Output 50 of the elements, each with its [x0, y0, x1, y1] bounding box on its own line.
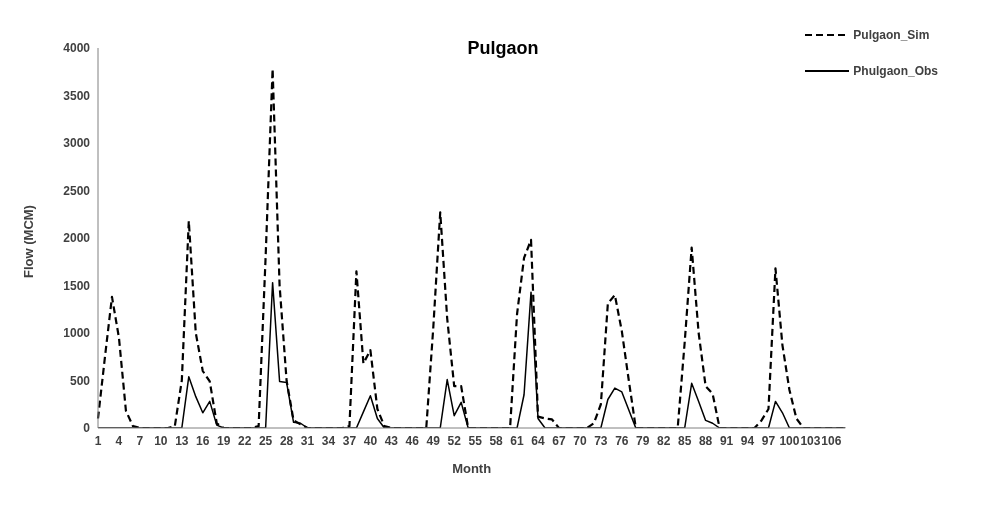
x-tick-label: 64	[531, 433, 545, 448]
x-tick-label: 37	[342, 433, 357, 448]
x-tick-label: 103	[800, 433, 821, 448]
x-tick-label: 85	[678, 433, 692, 448]
x-tick-label: 49	[426, 433, 441, 448]
x-axis-title: Month	[452, 461, 492, 476]
x-tick-label: 76	[615, 433, 629, 448]
y-tick-label: 0	[83, 421, 91, 436]
x-tick-label: 73	[594, 433, 608, 448]
x-tick-label: 70	[573, 433, 587, 448]
y-tick-label: 2000	[63, 231, 91, 246]
x-tick-label: 43	[384, 433, 399, 448]
x-tick-label: 100	[779, 433, 800, 448]
x-tick-label: 61	[510, 433, 525, 448]
x-tick-label: 4	[115, 433, 123, 448]
x-tick-label: 82	[657, 433, 671, 448]
x-tick-label: 1	[94, 433, 102, 448]
legend-label: Phulgaon_Obs	[853, 64, 938, 78]
x-tick-label: 88	[698, 433, 713, 448]
y-tick-label: 2500	[63, 183, 91, 198]
x-tick-label: 13	[175, 433, 189, 448]
y-tick-label: 1500	[63, 278, 91, 293]
y-tick-label: 4000	[63, 41, 91, 56]
y-axis-title: Flow (MCM)	[20, 205, 36, 278]
y-tick-label: 500	[69, 373, 91, 388]
x-tick-label: 46	[405, 433, 420, 448]
x-tick-label: 28	[279, 433, 294, 448]
x-tick-label: 25	[258, 433, 273, 448]
x-tick-label: 40	[363, 433, 378, 448]
x-tick-label: 22	[237, 433, 252, 448]
legend-label: Pulgaon_Sim	[853, 28, 930, 42]
y-tick-label: 3500	[63, 88, 91, 103]
x-tick-label: 16	[196, 433, 210, 448]
x-tick-label: 106	[821, 433, 842, 448]
x-tick-label: 55	[468, 433, 483, 448]
x-tick-label: 19	[217, 433, 231, 448]
chart-title: Pulgaon	[467, 38, 539, 58]
x-tick-label: 91	[719, 433, 734, 448]
x-tick-label: 67	[552, 433, 566, 448]
y-tick-label: 1000	[63, 326, 91, 341]
x-tick-label: 34	[321, 433, 336, 448]
x-tick-label: 79	[636, 433, 650, 448]
x-tick-label: 97	[761, 433, 776, 448]
x-tick-label: 52	[447, 433, 462, 448]
x-tick-label: 31	[300, 433, 315, 448]
x-tick-label: 94	[740, 433, 755, 448]
x-tick-label: 58	[489, 433, 504, 448]
x-tick-label: 10	[154, 433, 168, 448]
y-tick-label: 3000	[63, 136, 91, 151]
x-tick-label: 7	[136, 433, 144, 448]
